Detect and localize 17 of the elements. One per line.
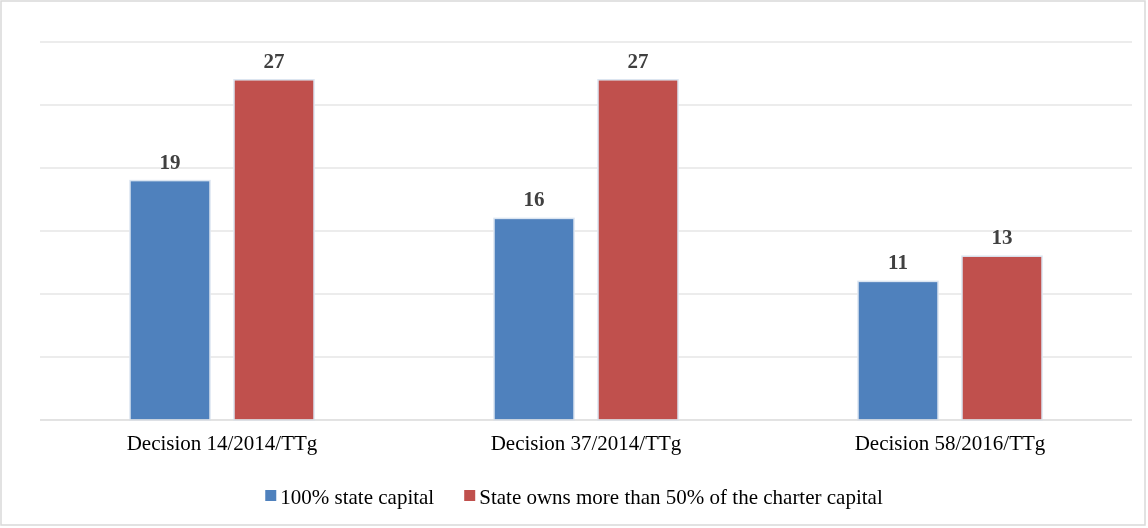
bar (493, 217, 575, 421)
bar (961, 255, 1043, 421)
data-label: 19 (159, 149, 181, 174)
data-label: 27 (263, 48, 285, 73)
legend-label: State owns more than 50% of the charter capital (479, 485, 883, 510)
x-tick-label: Decision 58/2016/TTg (854, 431, 1046, 456)
legend-label: 100% state capital (280, 485, 435, 510)
bar (597, 79, 679, 421)
data-label: 11 (888, 250, 908, 275)
x-tick-label: Decision 14/2014/TTg (126, 431, 318, 456)
bar (233, 79, 315, 421)
data-label: 16 (523, 187, 545, 212)
data-label: 13 (991, 225, 1013, 250)
x-tick-label: Decision 37/2014/TTg (490, 431, 682, 456)
bar (129, 179, 211, 421)
data-label: 27 (627, 48, 649, 73)
bar (857, 280, 939, 421)
